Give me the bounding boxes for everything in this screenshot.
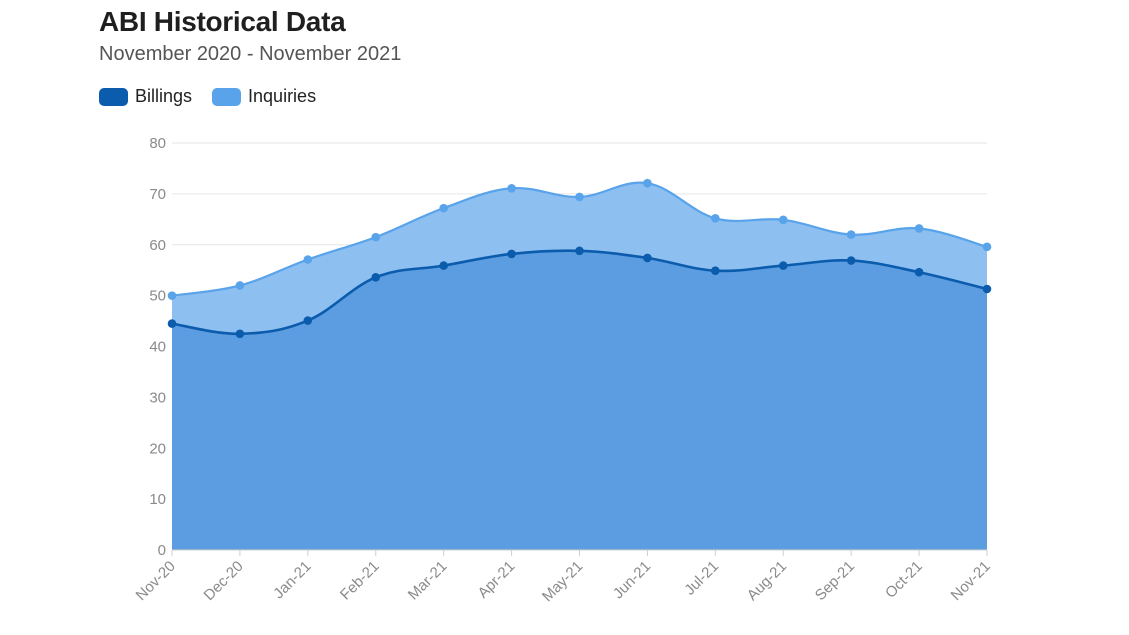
x-tick-label: Jun-21 <box>610 558 654 602</box>
y-tick-label: 10 <box>149 491 166 508</box>
area-billings <box>172 250 987 550</box>
point-inquiries-oct-21 <box>914 224 924 233</box>
y-tick-label: 20 <box>149 440 166 457</box>
x-tick-label: Sep-21 <box>812 558 858 604</box>
chart-legend: Billings Inquiries <box>99 86 336 107</box>
point-billings-sep-21 <box>846 256 856 265</box>
y-tick-label: 80 <box>149 135 166 152</box>
y-tick-label: 0 <box>158 542 166 559</box>
point-inquiries-aug-21 <box>778 215 788 225</box>
point-inquiries-may-21 <box>575 192 584 202</box>
point-inquiries-nov-21 <box>982 242 992 252</box>
y-tick-label: 70 <box>149 186 166 203</box>
legend-swatch-billings <box>99 87 128 106</box>
legend-label-billings: Billings <box>135 86 193 106</box>
point-billings-nov-21 <box>982 284 992 294</box>
x-tick-label: Nov-21 <box>948 558 994 604</box>
x-tick-label: May-21 <box>539 558 586 605</box>
legend-item-inquiries[interactable]: Inquiries <box>212 86 316 107</box>
point-billings-aug-21 <box>778 261 788 270</box>
x-tick-label: Mar-21 <box>405 558 451 604</box>
point-inquiries-apr-21 <box>507 183 516 193</box>
point-billings-jul-21 <box>711 266 720 275</box>
legend-item-billings[interactable]: Billings <box>99 86 192 107</box>
point-inquiries-mar-21 <box>439 203 448 213</box>
x-tick-label: Nov-20 <box>133 558 179 604</box>
x-tick-label: Aug-21 <box>744 558 790 604</box>
point-billings-oct-21 <box>914 267 924 277</box>
x-tick-label: Dec-20 <box>201 558 247 604</box>
y-tick-label: 30 <box>149 389 166 406</box>
point-billings-mar-21 <box>439 261 448 270</box>
y-tick-label: 60 <box>149 237 166 254</box>
y-tick-label: 50 <box>149 288 166 305</box>
chart-subtitle: November 2020 - November 2021 <box>99 43 402 65</box>
point-inquiries-feb-21 <box>371 232 381 242</box>
point-inquiries-jul-21 <box>711 213 720 223</box>
point-billings-feb-21 <box>371 273 381 282</box>
point-billings-jun-21 <box>643 253 652 263</box>
point-inquiries-dec-20 <box>235 281 245 290</box>
x-tick-label: Jan-21 <box>270 558 314 602</box>
y-tick-label: 40 <box>149 339 166 356</box>
point-billings-may-21 <box>575 246 584 256</box>
x-tick-label: Jul-21 <box>681 558 722 599</box>
x-tick-label: Apr-21 <box>475 558 519 602</box>
point-inquiries-sep-21 <box>846 230 856 239</box>
point-billings-dec-20 <box>235 329 245 339</box>
point-billings-apr-21 <box>507 249 516 259</box>
point-billings-jan-21 <box>303 316 313 325</box>
chart-title: ABI Historical Data <box>99 6 346 37</box>
point-inquiries-jun-21 <box>643 178 652 188</box>
point-inquiries-jan-21 <box>303 255 313 264</box>
legend-swatch-inquiries <box>212 87 242 106</box>
point-inquiries-nov-20 <box>167 291 177 300</box>
x-tick-label: Oct-21 <box>882 558 926 602</box>
point-billings-nov-20 <box>167 319 177 328</box>
x-tick-label: Feb-21 <box>337 558 383 604</box>
legend-label-inquiries: Inquiries <box>248 86 317 106</box>
